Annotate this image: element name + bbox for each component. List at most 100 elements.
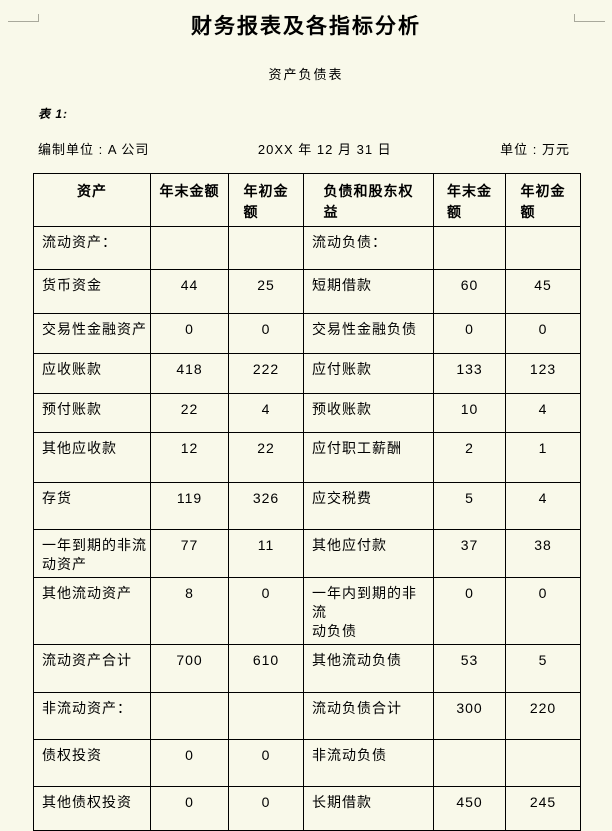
item-label-cell: 长期借款 — [303, 786, 434, 831]
amount-cell: 4 — [505, 482, 581, 530]
table-header-cell: 资产 — [33, 173, 151, 227]
amount-cell: 0 — [150, 739, 229, 787]
table-header-cell: 年末金额 — [433, 173, 506, 227]
table-header-cell: 年末金额 — [150, 173, 229, 227]
table-header-cell: 年初金额 — [228, 173, 304, 227]
amount-cell: 1 — [505, 432, 581, 483]
item-label-cell: 应付职工薪酬 — [303, 432, 434, 483]
amount-cell: 11 — [228, 529, 304, 578]
table-row: 其他债权投资 0 0 长期借款 450 245 — [33, 786, 581, 831]
amount-cell: 119 — [150, 482, 229, 530]
item-label-cell: 一年内到期的非流 动负债 — [303, 577, 434, 645]
page-corner-mark-left — [8, 14, 39, 22]
amount-cell: 77 — [150, 529, 229, 578]
item-label-cell: 其他应收款 — [33, 432, 151, 483]
item-label-cell: 其他流动负债 — [303, 644, 434, 693]
amount-cell: 22 — [228, 432, 304, 483]
balance-sheet-body: 流动资产： 流动负债： 货币资金 44 25 短期借款 60 45 交易性金融资产 0 0 交易性金融… — [33, 226, 581, 831]
table-row: 交易性金融资产 0 0 交易性金融负债 0 0 — [33, 313, 581, 354]
amount-cell — [433, 739, 506, 787]
item-label-cell: 非流动负债 — [303, 739, 434, 787]
table-row: 预付账款 22 4 预收账款 10 4 — [33, 393, 581, 433]
item-label-cell: 货币资金 — [33, 269, 151, 314]
amount-cell: 4 — [228, 393, 304, 433]
item-label-cell: 非流动资产： — [33, 692, 151, 740]
table-header-row: 资产 年末金额 年初金额负债和股东权益年末金额年初金额 — [33, 173, 581, 227]
table-row: 存货 119 326 应交税费 5 4 — [33, 482, 581, 530]
item-label-cell: 其他应付款 — [303, 529, 434, 578]
amount-cell — [433, 226, 506, 270]
amount-cell: 45 — [505, 269, 581, 314]
amount-cell — [150, 226, 229, 270]
item-label-cell: 流动资产合计 — [33, 644, 151, 693]
table-row: 货币资金 44 25 短期借款 60 45 — [33, 269, 581, 314]
amount-cell: 53 — [433, 644, 506, 693]
report-date-label: 20XX 年 12 月 31 日 — [257, 142, 392, 157]
amount-cell — [505, 226, 581, 270]
amount-cell: 10 — [433, 393, 506, 433]
item-label-cell: 存货 — [33, 482, 151, 530]
amount-cell: 0 — [433, 313, 506, 354]
amount-cell — [150, 692, 229, 740]
amount-cell — [505, 739, 581, 787]
table-row: 非流动资产： 流动负债合计 300 220 — [33, 692, 581, 740]
item-label-cell: 流动负债： — [303, 226, 434, 270]
amount-cell: 25 — [228, 269, 304, 314]
amount-cell: 5 — [505, 644, 581, 693]
item-label-cell: 短期借款 — [303, 269, 434, 314]
amount-cell: 2 — [433, 432, 506, 483]
item-label-cell: 交易性金融负债 — [303, 313, 434, 354]
table-row: 其他应收款 12 22 应付职工薪酬 2 1 — [33, 432, 581, 483]
amount-cell: 0 — [505, 313, 581, 354]
amount-cell: 0 — [433, 577, 506, 645]
amount-cell: 0 — [150, 313, 229, 354]
table-row: 一年到期的非流 动资产 77 11 其他应付款 37 38 — [33, 529, 581, 578]
table-caption: 表 1: — [38, 107, 69, 121]
amount-cell: 22 — [150, 393, 229, 433]
document-page: 财务报表及各指标分析 资产负债表 表 1: 编制单位 : A 公司 20XX 年… — [0, 14, 612, 831]
table-header-cell: 年初金额 — [505, 173, 581, 227]
amount-cell — [228, 692, 304, 740]
table-header-cell: 负债和股东权益 — [303, 173, 434, 227]
item-label-cell: 应收账款 — [33, 353, 151, 394]
item-label-cell: 流动负债合计 — [303, 692, 434, 740]
table-row: 债权投资 0 0 非流动负债 — [33, 739, 581, 787]
amount-cell: 5 — [433, 482, 506, 530]
table-row: 其他流动资产 8 0 一年内到期的非流 动负债 0 0 — [33, 577, 581, 645]
page-subtitle: 资产负债表 — [268, 67, 344, 82]
prepared-by-label: 编制单位 : A 公司 — [38, 142, 150, 157]
item-label-cell: 债权投资 — [33, 739, 151, 787]
amount-cell: 0 — [150, 786, 229, 831]
amount-cell — [228, 226, 304, 270]
meta-row: 编制单位 : A 公司 20XX 年 12 月 31 日 单位 : 万元 — [38, 139, 570, 158]
amount-cell: 300 — [433, 692, 506, 740]
amount-cell: 133 — [433, 353, 506, 394]
amount-cell: 0 — [228, 313, 304, 354]
amount-cell: 0 — [228, 739, 304, 787]
amount-cell: 123 — [505, 353, 581, 394]
amount-cell: 0 — [228, 786, 304, 831]
table-row: 流动资产： 流动负债： — [33, 226, 581, 270]
amount-cell: 700 — [150, 644, 229, 693]
amount-cell: 450 — [433, 786, 506, 831]
amount-cell: 326 — [228, 482, 304, 530]
item-label-cell: 预收账款 — [303, 393, 434, 433]
table-row: 流动资产合计 700 610 其他流动负债 53 5 — [33, 644, 581, 693]
amount-cell: 4 — [505, 393, 581, 433]
item-label-cell: 应交税费 — [303, 482, 434, 530]
unit-label: 单位 : 万元 — [500, 142, 570, 157]
item-label-cell: 其他流动资产 — [33, 577, 151, 645]
item-label-cell: 预付账款 — [33, 393, 151, 433]
amount-cell: 220 — [505, 692, 581, 740]
item-label-cell: 一年到期的非流 动资产 — [33, 529, 151, 578]
amount-cell: 8 — [150, 577, 229, 645]
item-label-cell: 其他债权投资 — [33, 786, 151, 831]
item-label-cell: 流动资产： — [33, 226, 151, 270]
amount-cell: 222 — [228, 353, 304, 394]
item-label-cell: 应付账款 — [303, 353, 434, 394]
amount-cell: 0 — [228, 577, 304, 645]
balance-sheet-table: 资产 年末金额 年初金额负债和股东权益年末金额年初金额 流动资产： 流动负债： 货币资金… — [33, 173, 581, 831]
amount-cell: 610 — [228, 644, 304, 693]
amount-cell: 37 — [433, 529, 506, 578]
item-label-cell: 交易性金融资产 — [33, 313, 151, 354]
